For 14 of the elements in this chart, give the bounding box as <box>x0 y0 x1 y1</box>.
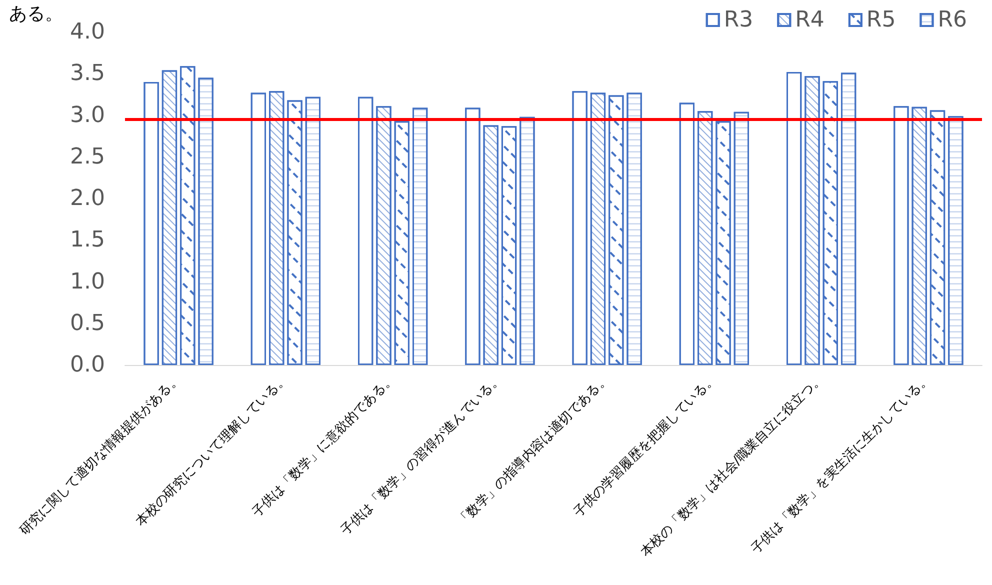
legend-label: R5 <box>866 8 896 32</box>
y-tick-label: 4.0 <box>70 20 105 44</box>
legend-label: R4 <box>795 8 824 32</box>
y-tick-label: 2.5 <box>70 144 105 170</box>
y-tick-label: 3.0 <box>70 102 105 128</box>
y-tick-label: 2.0 <box>70 186 105 211</box>
y-tick-label: 0.5 <box>70 310 105 336</box>
legend-label: R3 <box>724 8 754 32</box>
y-tick-label: 1.5 <box>70 228 105 253</box>
y-tick-label: 0.0 <box>70 352 105 378</box>
y-tick-label: 1.0 <box>70 269 105 294</box>
y-tick-label: 3.5 <box>70 61 105 86</box>
chart-title: ある。 <box>9 4 63 24</box>
legend-label: R6 <box>938 8 968 32</box>
